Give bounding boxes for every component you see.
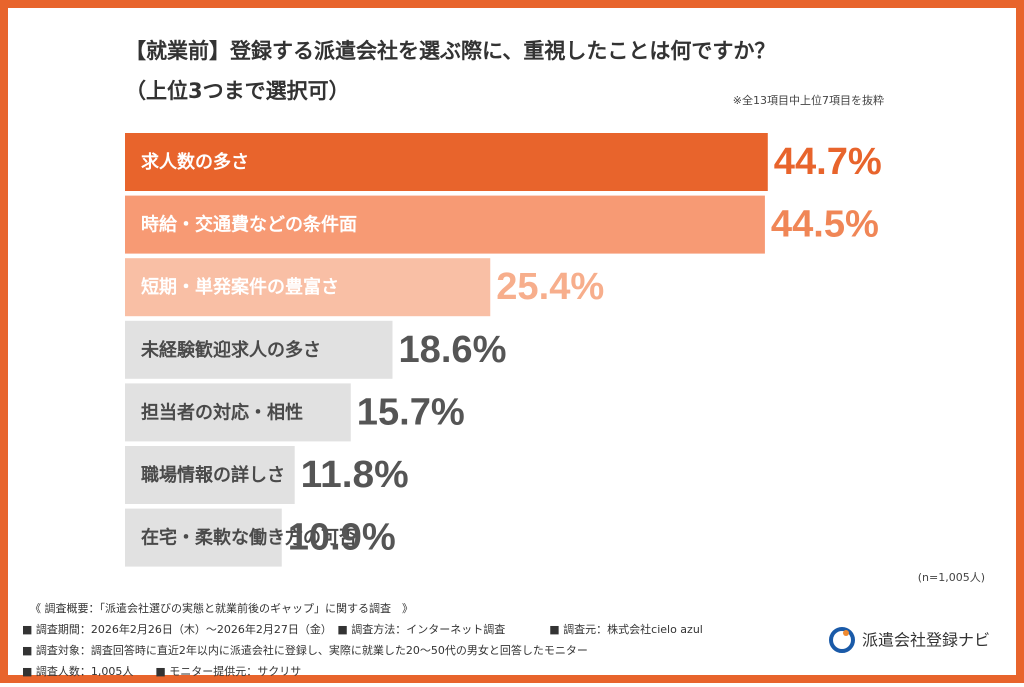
category-label: 職場情報の詳しさ [141,464,285,486]
footer-line: ■ 調査人数：1,005人 ■ モニター提供元：サクリサ [22,664,301,678]
footer-line: 《 調査概要：「派遣会社選びの実態と就業前後のギャップ」に関する調査 》 [30,601,413,615]
brand-logo [829,627,855,653]
bar [125,320,393,379]
category-label: 在宅・柔軟な働き方の可否 [141,527,357,549]
category-label: 短期・単発案件の豊富さ [141,276,339,298]
chart-title: 【就業前】登録する派遣会社を選ぶ際に、重視したことは何ですか？ [125,39,775,63]
category-label: 未経験歓迎求人の多さ [141,339,321,361]
footer-line: ■ 調査対象：調査回答時に直近2年以内に派遣会社に登録し、実際に就業した20〜5… [22,643,588,657]
category-label: 求人数の多さ [141,151,249,173]
value-label: 25.4% [496,266,604,308]
category-label: 時給・交通費などの条件面 [141,214,357,236]
bar [125,446,295,504]
value-label: 44.5% [771,204,879,246]
value-label: 15.7% [357,391,465,433]
brand: 派遣会社登録ナビ [862,631,990,650]
bar [125,133,768,191]
bar [125,383,351,442]
note: ※全13項目中上位7項目を抜粋 [733,93,884,107]
bar [125,508,282,567]
category-label: 担当者の対応・相性 [141,401,303,423]
value-label: 10.9% [288,517,396,559]
value-label: 11.8% [301,454,409,496]
footer-line: ■ 調査期間：2026年2月26日（木）〜2026年2月27日（金） ■ 調査方… [22,622,703,636]
chart-title: （上位3つまで選択可） [125,79,350,103]
value-label: 44.7% [774,141,882,183]
bar [125,258,491,317]
bar [125,195,765,254]
value-label: 18.6% [398,329,506,371]
sample-note: (n=1,005人) [918,571,985,584]
